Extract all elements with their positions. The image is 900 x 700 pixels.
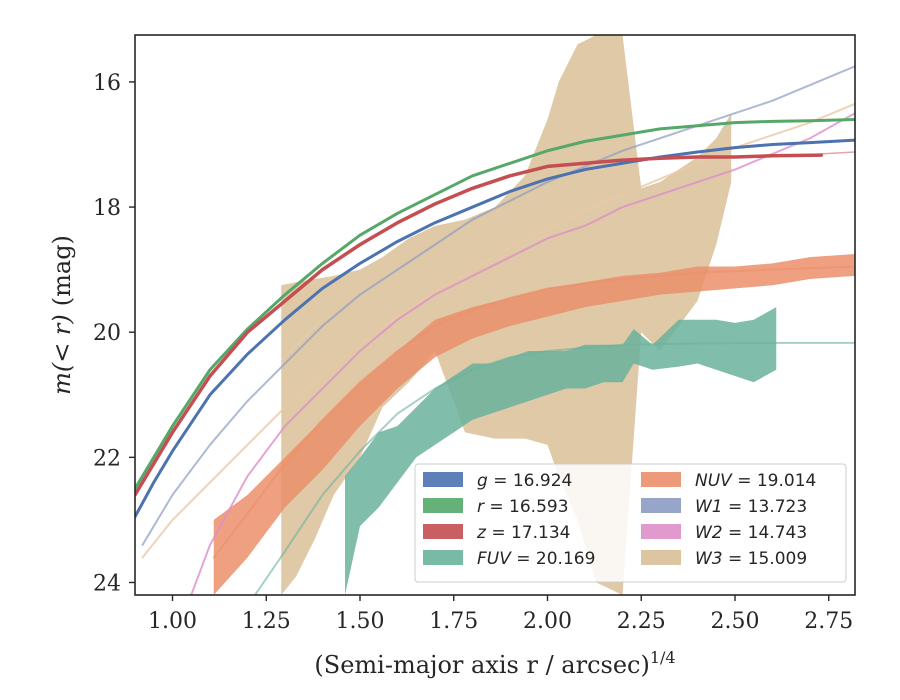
legend-swatch-g: [423, 472, 463, 487]
y-tick-label: 16: [93, 71, 121, 96]
x-axis-label: (Semi-major axis r / arcsec)1/4: [314, 648, 675, 679]
x-tick-label: 2.75: [804, 609, 853, 634]
line-nuv-fit: [212, 265, 855, 559]
legend-label-nuv: NUV = 19.014: [695, 471, 816, 491]
series-layer: [135, 35, 855, 595]
legend-swatch-z: [423, 524, 463, 539]
x-tick-label: 2.50: [711, 609, 760, 634]
legend-label-fuv: FUV = 20.169: [477, 549, 595, 569]
line-z: [135, 153, 823, 497]
legend-swatch-w3: [641, 550, 681, 565]
x-tick-label: 2.25: [617, 609, 666, 634]
y-tick-label: 22: [93, 446, 121, 471]
y-tick-label: 20: [93, 321, 121, 346]
legend: g = 16.924 r = 16.593 z = 17.134 FUV = 20.1…: [414, 463, 847, 583]
line-z-fit: [820, 151, 855, 155]
band-nuv: [213, 253, 855, 595]
y-axis-label-unit: (mag): [48, 235, 76, 306]
x-tick-label: 2.00: [523, 609, 572, 634]
line-w3-fit: [141, 102, 855, 559]
x-axis-label-main: (Semi-major axis r / arcsec): [314, 651, 649, 679]
x-tick-label: 1.25: [242, 609, 291, 634]
plot-frame: [134, 34, 856, 596]
y-tick-label: 24: [93, 571, 121, 596]
y-axis-label: m(< r) (mag): [48, 235, 76, 395]
x-tick-label: 1.75: [429, 609, 478, 634]
x-ticks: 1.00 1.25 1.50 1.75 2.00 2.25 2.50 2.75: [148, 595, 853, 634]
line-g: [135, 138, 855, 519]
line-w1: [141, 65, 855, 546]
legend-label-r: r = 16.593: [477, 497, 569, 517]
line-r: [135, 117, 855, 491]
legend-label-w2: W2 = 14.743: [695, 523, 807, 543]
x-tick-label: 1.00: [148, 609, 197, 634]
x-tick-label: 1.50: [336, 609, 385, 634]
legend-label-w3: W3 = 15.009: [695, 549, 807, 569]
line-fuv-fit: [254, 341, 855, 595]
x-axis-label-exponent: 1/4: [650, 648, 676, 667]
legend-label-z: z = 17.134: [476, 523, 570, 543]
y-tick-label: 18: [93, 196, 121, 221]
legend-swatch-w2: [641, 524, 681, 539]
line-w2: [190, 112, 855, 595]
legend-swatch-nuv: [641, 472, 681, 487]
legend-swatch-w1: [641, 498, 681, 513]
y-ticks: 16 18 20 22 24: [93, 71, 135, 596]
legend-label-g: g = 16.924: [477, 471, 572, 491]
legend-entries: g = 16.924 r = 16.593 z = 17.134 FUV = 20.1…: [423, 471, 816, 569]
legend-swatch-r: [423, 498, 463, 513]
legend-label-w1: W1 = 13.723: [695, 497, 807, 517]
legend-swatch-fuv: [423, 550, 463, 565]
legend-frame: [414, 463, 847, 583]
y-axis-label-main: m(< r): [48, 314, 76, 395]
